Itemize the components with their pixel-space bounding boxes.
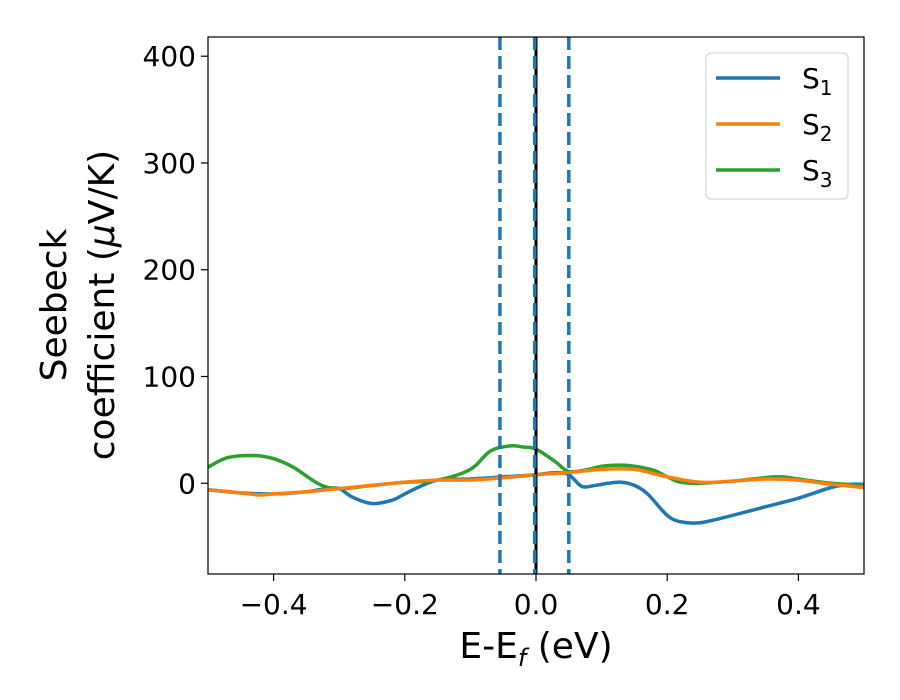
x-tick-label: 0.2: [645, 588, 690, 621]
legend-label-s2: S2: [802, 108, 833, 146]
y-tick-label: 400: [143, 40, 196, 73]
y-axis-ticks: 0 100 200 300 400: [143, 40, 208, 500]
y-axis-label-line1: Seebeck: [34, 228, 75, 381]
x-tick-label: 0.4: [776, 588, 821, 621]
x-axis-label: E-Ef (eV): [459, 626, 612, 672]
vline-layer: [498, 37, 571, 574]
y-tick-label: 300: [143, 147, 196, 180]
y-axis-label-line2: coefficient (μV/K): [82, 150, 123, 460]
x-axis-ticks: −0.4 −0.2 0.0 0.2 0.4: [240, 574, 821, 621]
plot-area: [207, 36, 865, 575]
y-axis-label: Seebeck coefficient (μV/K): [34, 150, 123, 460]
y-tick-label: 0: [178, 467, 196, 500]
x-tick-label: −0.2: [371, 588, 439, 621]
legend-box: [705, 52, 849, 200]
legend: S1 S2 S3: [705, 52, 849, 200]
y-tick-label: 100: [143, 360, 196, 393]
legend-label-s1: S1: [802, 62, 833, 100]
y-tick-label: 200: [143, 254, 196, 287]
series-layer: [208, 443, 864, 525]
x-tick-label: 0.0: [514, 588, 559, 621]
x-tick-label: −0.4: [240, 588, 308, 621]
legend-label-s3: S3: [802, 154, 833, 192]
series-line-s2: [208, 466, 864, 497]
